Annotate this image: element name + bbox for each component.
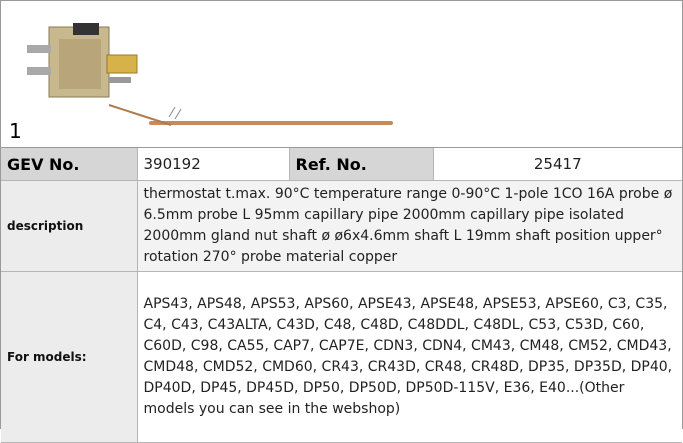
gev-value: 390192	[137, 148, 289, 181]
product-image	[11, 5, 411, 145]
description-label: description	[1, 181, 137, 272]
gev-label: GEV No.	[1, 148, 137, 181]
description-text: thermostat t.max. 90°C temperature range…	[137, 181, 682, 272]
product-image-area: 1	[1, 1, 682, 148]
id-row: GEV No. 390192 Ref. No. 25417	[1, 148, 682, 181]
models-row: For models: APS43, APS48, APS53, APS60, …	[1, 272, 682, 443]
image-number: 1	[9, 119, 22, 143]
ref-value: 25417	[433, 148, 682, 181]
models-text: APS43, APS48, APS53, APS60, APSE43, APSE…	[137, 272, 682, 443]
ref-label: Ref. No.	[289, 148, 433, 181]
spec-table: GEV No. 390192 Ref. No. 25417 descriptio…	[1, 148, 682, 443]
description-row: description thermostat t.max. 90°C tempe…	[1, 181, 682, 272]
product-card: 1 GEV No. 390192 Ref. No. 25417 descript…	[0, 0, 683, 429]
models-label: For models:	[1, 272, 137, 443]
